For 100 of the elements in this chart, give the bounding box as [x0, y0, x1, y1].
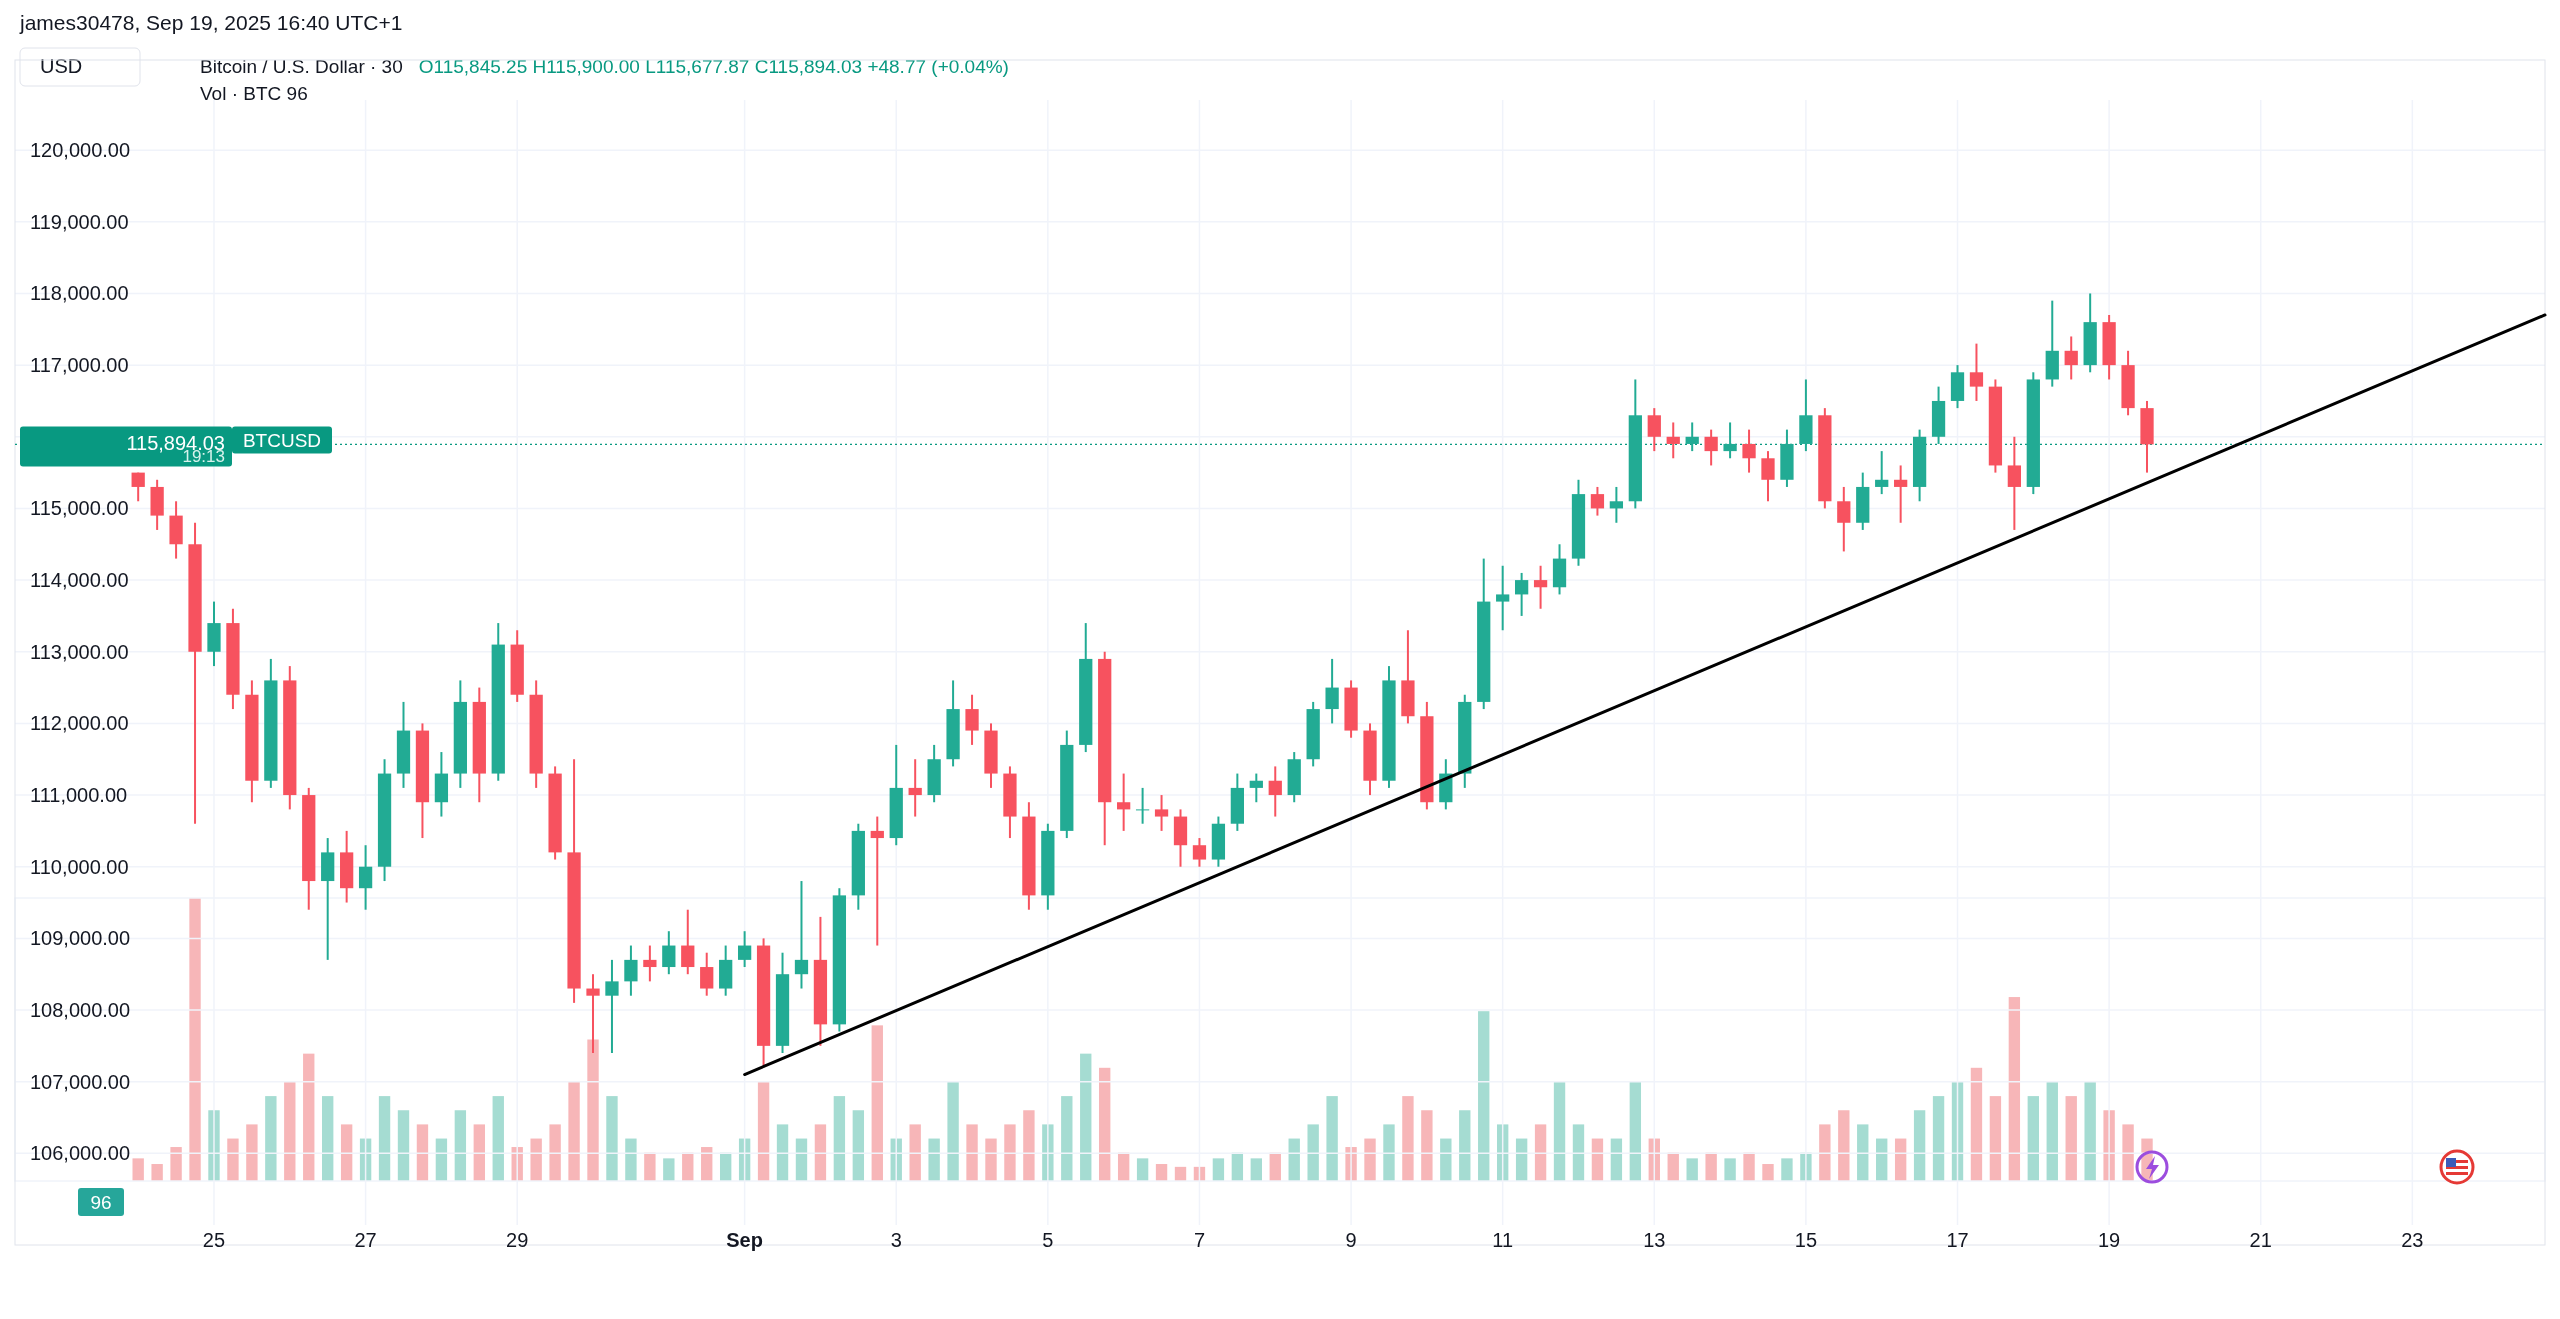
- y-tick-label: 118,000.00: [30, 282, 129, 305]
- bar: [2065, 1096, 2077, 1181]
- annotation: 96: [90, 1191, 112, 1213]
- bar: [1591, 1138, 1604, 1181]
- bar: [246, 1124, 258, 1181]
- candlestick: [1533, 564, 1548, 610]
- annotation: Vol · BTC 96: [200, 83, 308, 104]
- candlestick: [1704, 428, 1718, 467]
- candlestick: [2064, 335, 2078, 381]
- bar: [473, 1124, 485, 1181]
- bar: [1932, 1096, 1945, 1181]
- x-tick-label: 13: [1643, 1229, 1666, 1251]
- bar: [1440, 1138, 1452, 1181]
- x-tick-label: 25: [202, 1229, 226, 1251]
- bar: [663, 1158, 675, 1181]
- bar: [454, 1110, 467, 1181]
- bar: [303, 1053, 315, 1181]
- bar: [587, 1039, 599, 1181]
- bar: [1383, 1124, 1395, 1181]
- x-tick-label: 3: [890, 1229, 902, 1251]
- bar: [1534, 1124, 1547, 1181]
- candlestick: [643, 944, 657, 983]
- candlestick: [1249, 772, 1263, 804]
- bar: [1913, 1110, 1926, 1181]
- bar: [170, 1147, 182, 1181]
- bar: [151, 1164, 163, 1181]
- bar: [322, 1096, 334, 1181]
- y-tick-label: 109,000.00: [30, 927, 131, 950]
- candlestick: [1969, 342, 1984, 402]
- candlestick: [1837, 485, 1851, 553]
- bar: [2027, 1096, 2039, 1181]
- bar: [2122, 1124, 2134, 1181]
- text: james30478, Sep 19, 2025 16:40 UTC+1: [19, 11, 403, 34]
- y-tick-label: 106,000.00: [30, 1142, 131, 1165]
- bar: [625, 1138, 637, 1181]
- bar: [1629, 1081, 1642, 1181]
- candlestick: [1590, 485, 1605, 517]
- bar: [1970, 1067, 1983, 1181]
- candlestick: [965, 693, 979, 746]
- candlestick: [662, 930, 676, 976]
- bar: [1781, 1158, 1793, 1181]
- bar: [871, 1025, 883, 1181]
- bar: [1894, 1138, 1907, 1181]
- bar: [1515, 1138, 1528, 1181]
- x-tick-label: 17: [1946, 1229, 1969, 1251]
- candlestick: [1875, 450, 1889, 496]
- candlestick: [1325, 657, 1339, 725]
- candlestick: [1154, 794, 1169, 832]
- candlestick: [131, 471, 145, 503]
- bar: [1421, 1110, 1433, 1181]
- candlestick: [1666, 421, 1680, 460]
- bar: [492, 1096, 504, 1181]
- candlestick: [700, 951, 714, 997]
- y-tick-label: 111,000.00: [30, 784, 128, 807]
- bar: [644, 1152, 656, 1181]
- bar: [435, 1138, 448, 1181]
- bar: [378, 1096, 391, 1181]
- bar: [606, 1096, 618, 1181]
- y-axis-title: USD: [40, 55, 83, 77]
- bar: [1136, 1158, 1149, 1181]
- candlestick: [1742, 428, 1756, 474]
- bar: [416, 1124, 429, 1181]
- bar: [701, 1147, 713, 1181]
- y-tick-label: 115,000.00: [30, 497, 129, 520]
- candlestick: [1117, 772, 1131, 832]
- bar: [1061, 1096, 1073, 1181]
- x-tick-label: 15: [1794, 1229, 1818, 1251]
- bar: [852, 1110, 865, 1181]
- candlestick: [605, 958, 619, 1055]
- x-tick-label: 19: [2097, 1229, 2121, 1251]
- bar: [265, 1096, 277, 1181]
- bar: [966, 1124, 978, 1181]
- bar: [1989, 1096, 2002, 1181]
- candlestick: [1268, 765, 1282, 818]
- candlestick: [1515, 571, 1529, 617]
- bar: [814, 1124, 827, 1181]
- chart-title: Bitcoin / U.S. Dollar · 30: [200, 56, 403, 77]
- candlestick: [1761, 450, 1775, 503]
- bar: [549, 1124, 561, 1181]
- bar: [189, 898, 201, 1181]
- candlestick: [2007, 435, 2021, 531]
- bar: [1080, 1053, 1092, 1181]
- y-tick-label: 107,000.00: [30, 1070, 131, 1093]
- x-tick-label: 27: [354, 1229, 377, 1251]
- candlestick: [737, 930, 752, 969]
- candlestick: [681, 908, 695, 976]
- bar: [985, 1138, 997, 1181]
- x-tick-label: 23: [2401, 1229, 2424, 1251]
- candlestick: [1135, 786, 1150, 825]
- bar: [1212, 1158, 1225, 1181]
- candlestick: [624, 944, 638, 997]
- bar: [1099, 1067, 1111, 1181]
- candlestick: [794, 880, 809, 990]
- bar: [1705, 1152, 1717, 1181]
- bar: [284, 1081, 296, 1181]
- bar: [1762, 1164, 1774, 1181]
- bar: [1819, 1124, 1831, 1181]
- candlestick: [1723, 421, 1737, 460]
- bar: [1004, 1124, 1016, 1181]
- y-tick-label: 112,000.00: [30, 712, 129, 735]
